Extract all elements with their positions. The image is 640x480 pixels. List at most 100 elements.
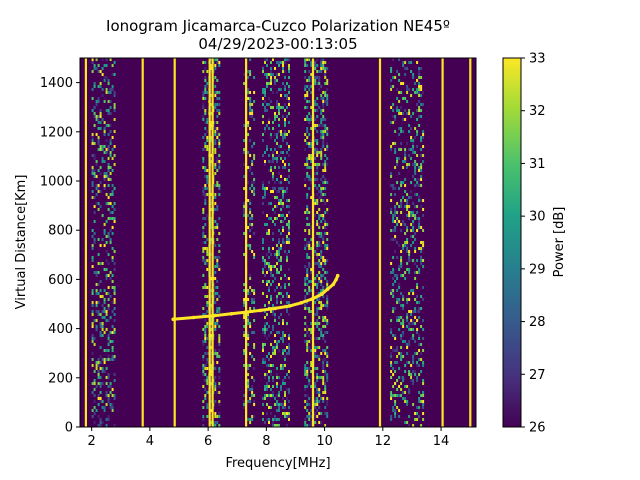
heatmap-cell — [251, 217, 254, 220]
heatmap-cell — [243, 163, 246, 166]
heatmap-cell — [316, 229, 319, 232]
heatmap-cell — [266, 64, 268, 67]
heatmap-cell — [284, 283, 286, 286]
heatmap-cell — [218, 310, 221, 313]
heatmap-cell — [101, 118, 104, 121]
heatmap-cell — [278, 73, 280, 76]
heatmap-cell — [113, 145, 116, 148]
heatmap-cell — [420, 85, 423, 88]
heatmap-cell — [416, 109, 419, 112]
heatmap-cell — [288, 163, 290, 166]
heatmap-cell — [404, 157, 407, 160]
heatmap-cell — [284, 163, 286, 166]
heatmap-cell — [113, 268, 116, 271]
heatmap-cell — [95, 175, 98, 178]
heatmap-cell — [400, 388, 403, 391]
echo-point — [287, 304, 292, 308]
heatmap-cell — [272, 106, 274, 109]
heatmap-cell — [251, 190, 254, 193]
heatmap-cell — [310, 424, 313, 427]
heatmap-cell — [398, 220, 401, 223]
heatmap-cell — [288, 400, 290, 403]
heatmap-cell — [272, 352, 274, 355]
heatmap-cell — [251, 223, 254, 226]
heatmap-cell — [107, 298, 110, 301]
heatmap-cell — [400, 259, 403, 262]
heatmap-cell — [249, 127, 252, 130]
heatmap-cell — [276, 286, 278, 289]
heatmap-cell — [394, 337, 397, 340]
heatmap-cell — [326, 103, 329, 106]
heatmap-cell — [310, 349, 313, 352]
heatmap-cell — [97, 148, 100, 151]
heatmap-cell — [268, 118, 270, 121]
heatmap-cell — [249, 397, 252, 400]
heatmap-cell — [272, 220, 274, 223]
heatmap-cell — [264, 160, 266, 163]
x-tick-label: 10 — [316, 434, 333, 449]
heatmap-cell — [422, 337, 425, 340]
heatmap-cell — [282, 286, 284, 289]
heatmap-cell — [249, 199, 252, 202]
heatmap-cell — [392, 283, 395, 286]
heatmap-cell — [306, 130, 309, 133]
heatmap-cell — [316, 169, 319, 172]
heatmap-cell — [304, 97, 307, 100]
colorbar-tick-label: 26 — [529, 421, 546, 436]
heatmap-cell — [103, 313, 106, 316]
heatmap-cell — [304, 94, 307, 97]
heatmap-cell — [276, 178, 278, 181]
heatmap-cell — [288, 352, 290, 355]
heatmap-cell — [264, 259, 266, 262]
heatmap-cell — [308, 247, 311, 250]
heatmap-cell — [322, 301, 325, 304]
y-tick-label: 1000 — [40, 175, 73, 190]
heatmap-cell — [113, 61, 116, 64]
heatmap-cell — [218, 217, 221, 220]
heatmap-cell — [91, 61, 94, 64]
heatmap-cell — [412, 316, 415, 319]
heatmap-cell — [276, 376, 278, 379]
heatmap-cell — [272, 325, 274, 328]
heatmap-cell — [308, 235, 311, 238]
heatmap-cell — [398, 319, 401, 322]
heatmap-cell — [322, 226, 325, 229]
heatmap-cell — [416, 265, 419, 268]
heatmap-cell — [247, 199, 250, 202]
heatmap-cell — [400, 199, 403, 202]
heatmap-cell — [316, 163, 319, 166]
heatmap-cell — [324, 181, 327, 184]
heatmap-cell — [402, 160, 405, 163]
heatmap-cell — [280, 214, 282, 217]
heatmap-cell — [318, 88, 321, 91]
heatmap-cell — [262, 331, 264, 334]
heatmap-cell — [400, 274, 403, 277]
heatmap-cell — [276, 364, 278, 367]
heatmap-cell — [320, 274, 323, 277]
heatmap-cell — [249, 166, 252, 169]
heatmap-cell — [251, 184, 254, 187]
heatmap-cell — [318, 388, 321, 391]
heatmap-cell — [91, 304, 94, 307]
heatmap-cell — [408, 415, 411, 418]
heatmap-cell — [99, 295, 102, 298]
heatmap-cell — [91, 358, 94, 361]
heatmap-cell — [316, 355, 319, 358]
heatmap-cell — [320, 61, 323, 64]
heatmap-cell — [109, 403, 112, 406]
heatmap-cell — [270, 202, 272, 205]
heatmap-cell — [210, 190, 213, 193]
heatmap-cell — [214, 382, 217, 385]
heatmap-cell — [320, 214, 323, 217]
heatmap-cell — [113, 118, 116, 121]
heatmap-cell — [264, 325, 266, 328]
heatmap-cell — [107, 61, 110, 64]
heatmap-cell — [204, 199, 207, 202]
heatmap-cell — [418, 109, 421, 112]
heatmap-cell — [262, 139, 264, 142]
heatmap-cell — [322, 325, 325, 328]
heatmap-cell — [107, 355, 110, 358]
heatmap-cell — [268, 97, 270, 100]
interference-line — [469, 58, 472, 427]
heatmap-cell — [322, 397, 325, 400]
